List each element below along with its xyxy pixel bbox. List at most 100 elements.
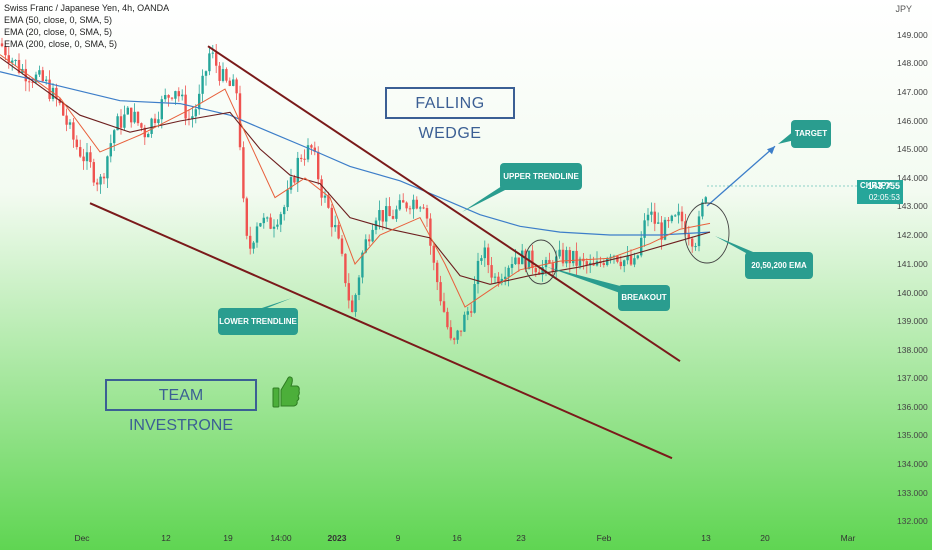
candle-body: [296, 157, 299, 183]
candle-body: [490, 265, 493, 278]
candle-body: [687, 234, 690, 239]
candle-body: [116, 116, 119, 131]
y-tick-label: 133.000: [897, 488, 928, 498]
candle-body: [419, 207, 422, 209]
falling-wedge-label: FALLING WEDGE: [385, 87, 515, 142]
ema-50-line: [0, 56, 711, 285]
target-pointer: [778, 130, 795, 144]
ema-circle: [684, 202, 730, 264]
candle-body: [578, 258, 582, 266]
candle-body: [306, 145, 310, 160]
candle-body: [429, 218, 432, 246]
candle-body: [28, 81, 31, 83]
candle-body: [357, 277, 361, 295]
candle-body: [201, 75, 204, 94]
y-tick-label: 146.000: [897, 116, 928, 126]
candle-body: [391, 216, 395, 219]
candle-body: [313, 147, 316, 152]
x-tick-label: 19: [223, 533, 233, 543]
y-tick-label: 132.000: [897, 516, 928, 526]
candle-body: [48, 79, 51, 99]
candle-body: [347, 283, 350, 301]
candle-body: [476, 260, 480, 285]
candle-body: [565, 250, 568, 264]
candle-body: [572, 250, 575, 264]
thumbs-up-icon: [272, 376, 300, 408]
x-tick-label: Mar: [841, 533, 856, 543]
candle-body: [405, 202, 408, 209]
y-tick-label: 141.000: [897, 259, 928, 269]
candle-body: [453, 338, 456, 340]
candle-body: [317, 151, 320, 180]
candle-body: [109, 143, 112, 157]
candle-body: [364, 239, 367, 253]
candle-body: [126, 107, 129, 115]
candle-body: [198, 93, 201, 110]
candle-body: [303, 158, 306, 160]
candle-body: [487, 247, 490, 266]
candle-body: [626, 255, 629, 261]
candle-body: [646, 214, 650, 221]
x-tick-label: Feb: [597, 533, 612, 543]
candle-body: [102, 176, 106, 179]
candle-body: [402, 200, 405, 203]
y-tick-label: 145.000: [897, 144, 928, 154]
x-tick-label: 16: [452, 533, 462, 543]
falling-wedge-text: FALLING WEDGE: [415, 95, 485, 142]
candle-body: [633, 258, 636, 265]
candle-body: [232, 79, 235, 86]
chart-title: Swiss Franc / Japanese Yen, 4h, OANDA: [4, 3, 170, 13]
x-tick-label: 14:00: [270, 533, 292, 543]
x-tick-label: Dec: [74, 533, 90, 543]
y-tick-label: 138.000: [897, 345, 928, 355]
candle-body: [568, 250, 571, 264]
candle-body: [153, 118, 157, 124]
candle-body: [272, 226, 276, 229]
lower-trendline-callout: LOWER TRENDLINE: [218, 308, 298, 335]
candle-body: [442, 301, 446, 312]
candle-body: [293, 177, 296, 183]
candle-body: [82, 156, 85, 162]
candle-body: [517, 257, 520, 265]
candle-body: [218, 65, 221, 81]
candle-body: [177, 91, 180, 97]
candle-body: [235, 79, 238, 94]
ema-callout-text: 20,50,200 EMA: [751, 261, 807, 270]
candle-body: [480, 258, 483, 261]
candle-body: [449, 327, 452, 339]
candle-body: [616, 255, 619, 262]
ema-200-line: [0, 71, 711, 236]
breakout-callout: BREAKOUT: [618, 285, 670, 311]
candle-body: [650, 211, 653, 215]
current-price: 143.755: [867, 181, 900, 191]
ema-50-legend: EMA (50, close, 0, SMA, 5): [4, 15, 113, 25]
candle-body: [657, 222, 660, 224]
x-tick-label: 20: [760, 533, 770, 543]
candle-body: [340, 238, 344, 254]
candle-body: [174, 91, 177, 99]
breakout-circle: [524, 239, 558, 285]
candle-body: [459, 330, 463, 332]
candle-body: [215, 52, 218, 66]
candle-body: [395, 209, 398, 219]
candle-body: [415, 199, 418, 209]
candle-body: [4, 46, 7, 56]
candle-body: [191, 116, 194, 119]
candle-body: [558, 249, 561, 257]
candle-body: [286, 189, 289, 208]
y-tick-label: 147.000: [897, 87, 928, 97]
candle-body: [660, 222, 663, 240]
candle-body: [561, 249, 565, 264]
candle-body: [266, 217, 269, 219]
candle-body: [269, 217, 272, 229]
candle-body: [170, 97, 174, 99]
candle-body: [548, 259, 551, 264]
upper-trendline: [207, 45, 681, 363]
candle-body: [7, 55, 10, 63]
x-tick-label: 12: [161, 533, 171, 543]
candle-body: [238, 93, 242, 148]
candle-body: [72, 122, 75, 140]
candle-body: [140, 123, 143, 128]
candle-body: [575, 250, 578, 266]
candle-body: [249, 235, 252, 249]
